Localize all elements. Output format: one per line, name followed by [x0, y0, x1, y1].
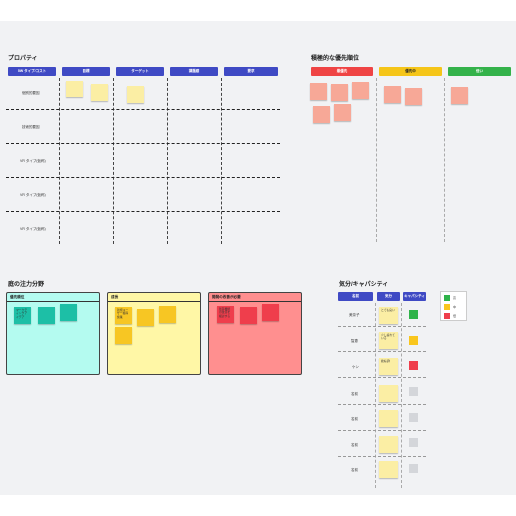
priority-header-mid[interactable]: 優先中 [379, 67, 442, 76]
capacity-person-name: ケン [352, 365, 359, 369]
capacity-indicator-low[interactable] [409, 361, 418, 370]
mood-sticky[interactable] [379, 461, 398, 478]
focus-panel-growth[interactable]: 成長 新規ユーザー獲得施策 [107, 292, 201, 375]
capacity-person-name: 名前 [351, 417, 358, 421]
capacity-person-name: 名前 [351, 443, 358, 447]
priority-title: 積極的な優先順位 [311, 56, 360, 62]
capacity-header-name[interactable]: 名前 [338, 292, 373, 301]
legend-swatch-mid [444, 304, 450, 310]
priority-header-high[interactable]: 最優先 [311, 67, 373, 76]
sticky-note[interactable]: マーケティングアイデア [14, 307, 31, 324]
property-column-divider [167, 78, 168, 244]
property-column-divider [113, 78, 114, 244]
sticky-note[interactable] [384, 86, 401, 103]
property-row-divider [6, 109, 280, 110]
capacity-legend: 高 中 低 [440, 291, 467, 321]
sticky-note[interactable]: 既存機能の改善を検討する [217, 306, 234, 323]
property-header-goal[interactable]: 目標 [62, 67, 110, 76]
capacity-person-name: 美奈子 [349, 313, 360, 317]
sticky-note[interactable] [310, 83, 327, 100]
capacity-indicator-empty[interactable] [409, 464, 418, 473]
sticky-note[interactable] [331, 84, 348, 101]
mood-sticky[interactable] [379, 436, 398, 453]
legend-swatch-low [444, 313, 450, 319]
property-title: プロパティ [8, 56, 38, 62]
property-row-divider [6, 177, 280, 178]
sticky-note[interactable] [66, 81, 83, 97]
capacity-column-divider [401, 303, 402, 488]
property-header-type[interactable]: 5W タイプ/コスト [8, 67, 56, 76]
priority-header-low[interactable]: 低い [448, 67, 511, 76]
sticky-note[interactable] [334, 104, 351, 121]
sticky-note[interactable] [159, 306, 176, 323]
capacity-header-capacity[interactable]: キャパシティ [403, 292, 426, 301]
mood-sticky[interactable] [379, 385, 398, 402]
capacity-row-divider [338, 404, 426, 405]
capacity-indicator-empty[interactable] [409, 387, 418, 396]
legend-label: 高 [453, 296, 457, 300]
sticky-note[interactable] [405, 88, 422, 105]
capacity-column-divider [375, 303, 376, 488]
priority-column-divider [444, 78, 445, 242]
focus-panel-priority[interactable]: 優先順位 マーケティングアイデア [6, 292, 100, 375]
capacity-row-divider [338, 377, 426, 378]
sticky-note[interactable] [137, 309, 154, 326]
legend-label: 中 [453, 305, 457, 309]
sticky-note[interactable] [38, 307, 55, 324]
capacity-title: 気分/キャパシティ [339, 282, 389, 288]
sticky-note[interactable] [451, 87, 468, 104]
legend-swatch-high [444, 295, 450, 301]
capacity-indicator-empty[interactable] [409, 438, 418, 447]
capacity-indicator-high[interactable] [409, 310, 418, 319]
legend-row: 中 [444, 304, 456, 310]
legend-row: 低 [444, 313, 456, 319]
capacity-row-divider [338, 456, 426, 457]
property-row-divider [6, 143, 280, 144]
property-row-label: VR タイプ(仮称) [20, 227, 46, 231]
sticky-note[interactable]: 新規ユーザー獲得施策 [115, 307, 132, 324]
sticky-note[interactable] [313, 106, 330, 123]
capacity-person-name: 名前 [351, 468, 358, 472]
capacity-person-name: 名前 [351, 392, 358, 396]
priority-column-divider [376, 78, 377, 242]
sticky-note[interactable] [115, 327, 132, 344]
whiteboard-canvas[interactable]: プロパティ 5W タイプ/コスト 目標 ターゲット 課題感 要求 個別的要因 技… [0, 21, 516, 495]
mood-sticky[interactable]: とても良い [379, 307, 398, 324]
sticky-note[interactable] [91, 84, 108, 101]
property-row-label: 技術的要因 [22, 125, 40, 129]
property-column-divider [59, 78, 60, 244]
mood-sticky[interactable]: 少し疲れている [379, 332, 398, 349]
capacity-indicator-empty[interactable] [409, 413, 418, 422]
focus-panel-title: 成長 [108, 293, 200, 302]
property-header-request[interactable]: 要求 [224, 67, 278, 76]
sticky-note[interactable] [60, 304, 77, 321]
property-header-issue[interactable]: 課題感 [170, 67, 218, 76]
property-row-label: VR タイプ(仮称) [20, 193, 46, 197]
capacity-indicator-mid[interactable] [409, 336, 418, 345]
capacity-row-divider [338, 430, 426, 431]
mood-sticky[interactable]: 絶好調! [379, 358, 398, 375]
mood-sticky[interactable] [379, 410, 398, 427]
capacity-row-divider [338, 351, 426, 352]
focus-panel-improve[interactable]: 開発の改善が必要 既存機能の改善を検討する [208, 292, 302, 375]
capacity-row-divider [338, 326, 426, 327]
property-row-label: VR タイプ(仮称) [20, 159, 46, 163]
property-header-target[interactable]: ターゲット [116, 67, 164, 76]
property-column-divider [221, 78, 222, 244]
property-row-divider [6, 211, 280, 212]
focus-panel-title: 優先順位 [7, 293, 99, 302]
focus-title: 庭の注力分野 [8, 282, 45, 288]
legend-row: 高 [444, 295, 456, 301]
legend-label: 低 [453, 314, 457, 318]
sticky-note[interactable] [352, 82, 369, 99]
property-row-label: 個別的要因 [22, 91, 40, 95]
sticky-note[interactable] [127, 86, 144, 103]
sticky-note[interactable] [262, 304, 279, 321]
focus-panel-title: 開発の改善が必要 [209, 293, 301, 302]
sticky-note[interactable] [240, 307, 257, 324]
capacity-header-mood[interactable]: 気分 [377, 292, 400, 301]
capacity-person-name: 智恵 [351, 339, 358, 343]
